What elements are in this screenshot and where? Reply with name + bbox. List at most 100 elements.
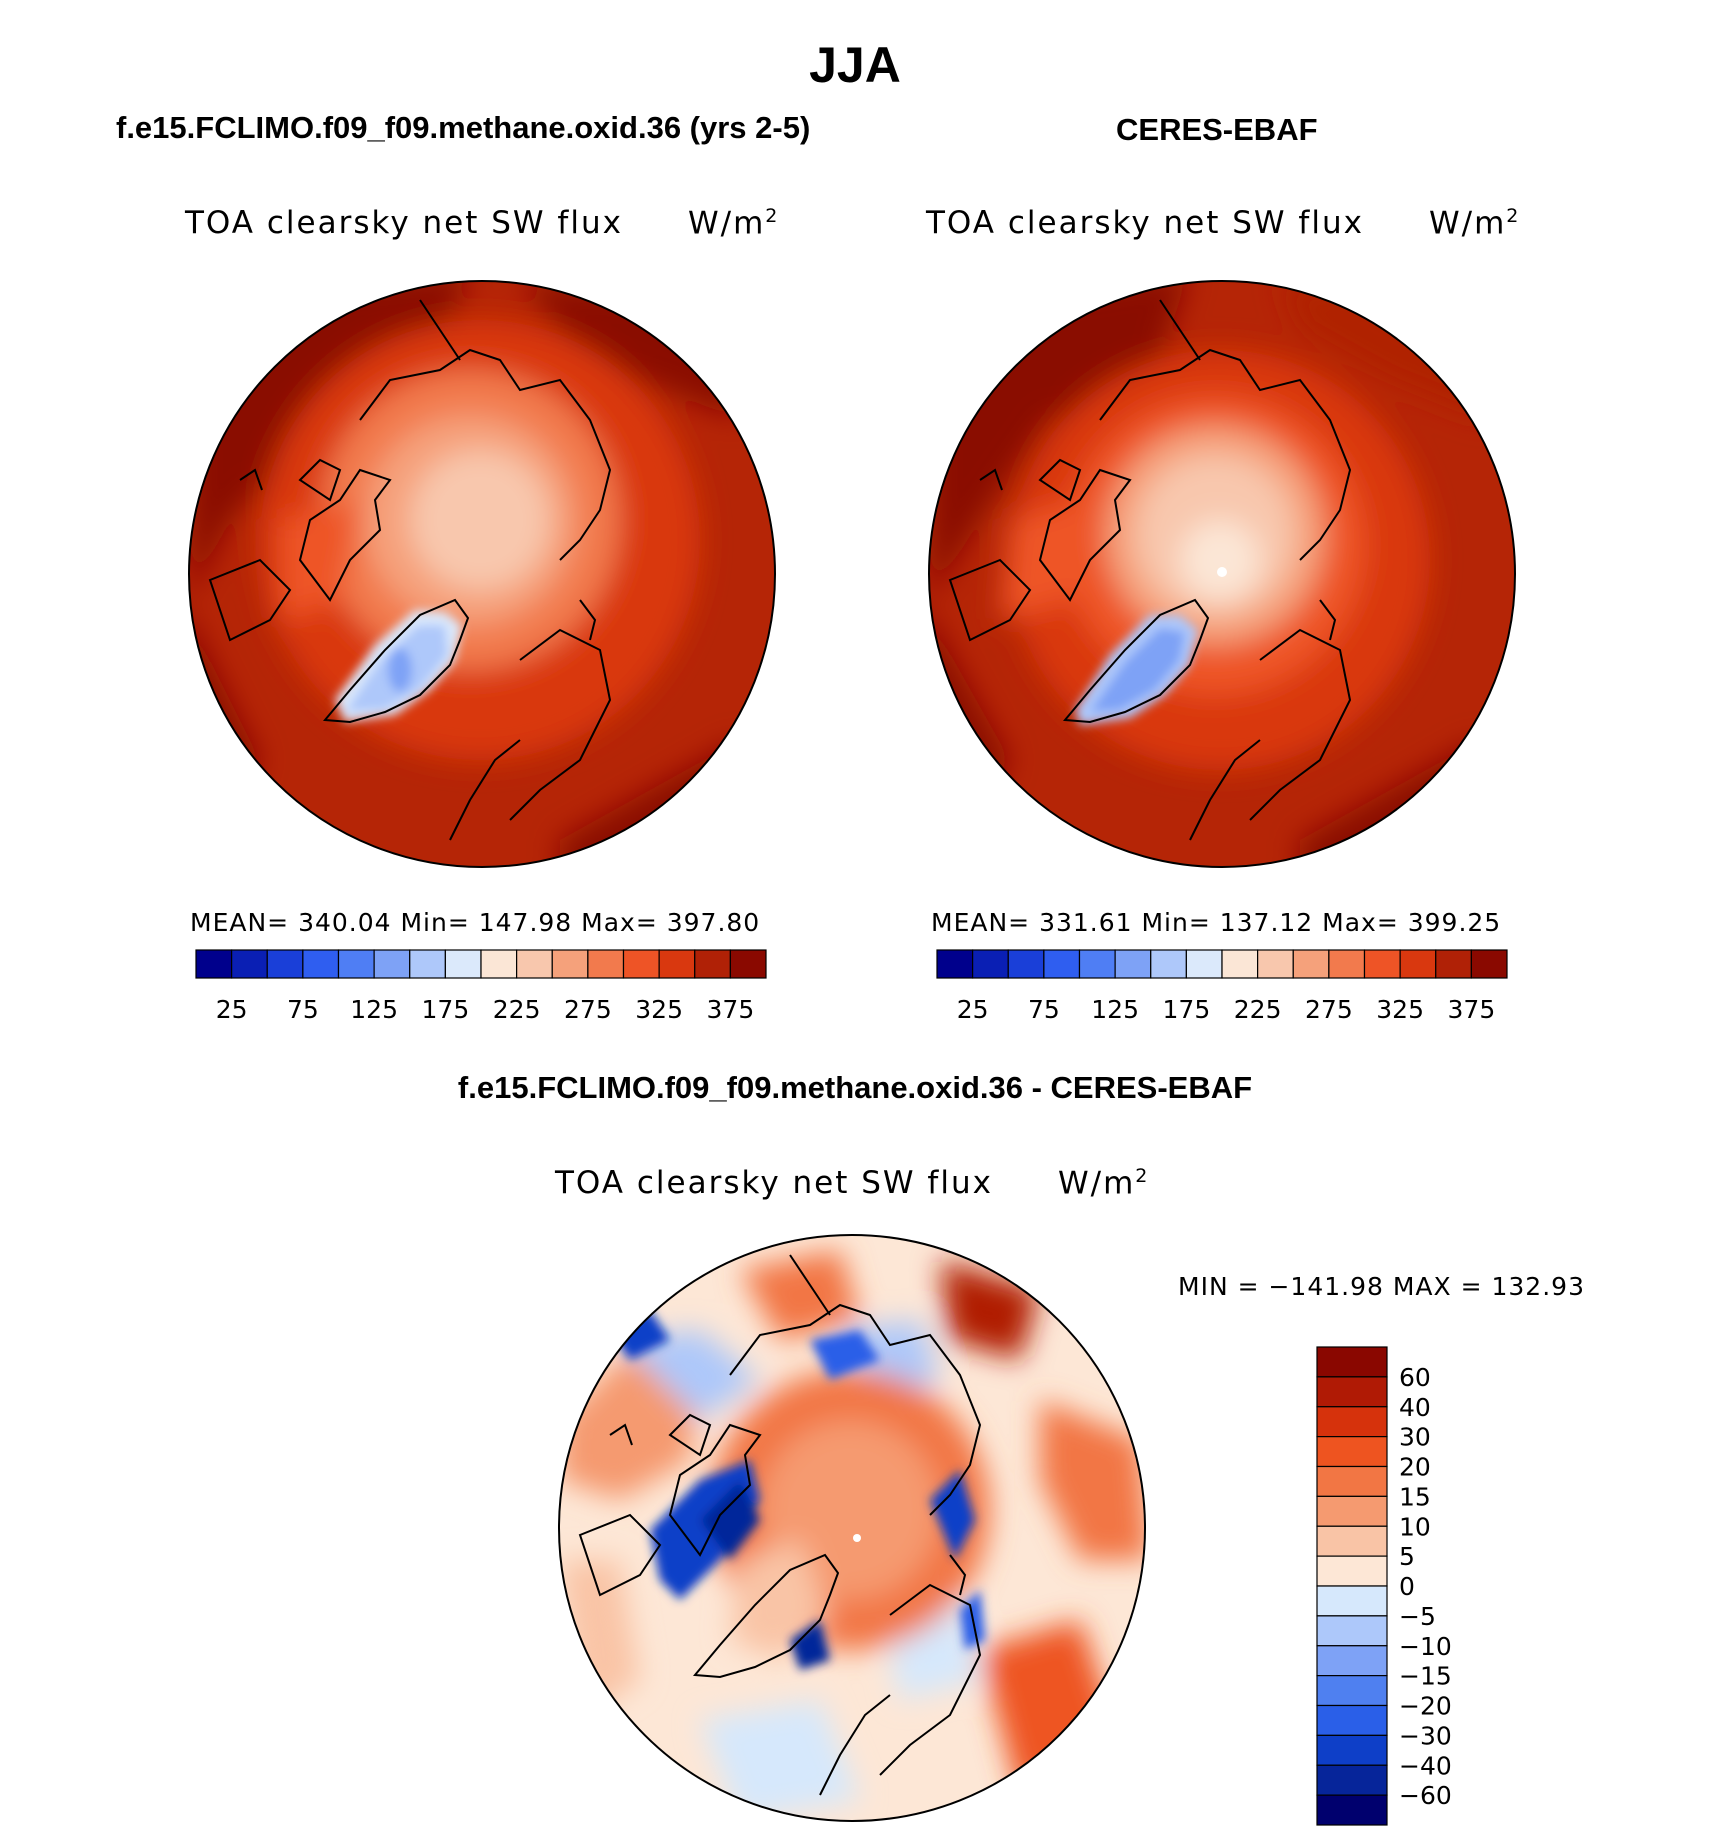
map-1-model [189, 281, 775, 867]
colorbar-1-swatch [444, 949, 482, 979]
colorbar-3-swatch [1316, 1794, 1388, 1826]
colorbar-2-swatch [1292, 949, 1330, 979]
colorbar-3-swatch [1316, 1495, 1388, 1527]
panel-2-units-label: W/m2 [1429, 205, 1521, 242]
colorbar-3-swatch [1316, 1555, 1388, 1587]
colorbar-3-tick-label: 0 [1399, 1572, 1415, 1601]
figure-title: JJA [809, 37, 901, 93]
colorbar-2-swatch [1470, 949, 1508, 979]
panel-3-stats: MIN = −141.98 MAX = 132.93 [1178, 1272, 1585, 1301]
colorbar-1-swatch [694, 949, 731, 979]
map-3-difference [559, 1235, 1145, 1821]
colorbar-1-tick-label: 175 [422, 995, 470, 1024]
colorbar-2-tick-label: 275 [1305, 995, 1353, 1024]
colorbar-3-swatch [1316, 1615, 1388, 1647]
colorbar-3-tick-label: 15 [1399, 1482, 1431, 1511]
colorbar-2-swatch [1043, 949, 1081, 979]
map-2-coastlines [948, 299, 1352, 841]
map-1-boundary [188, 280, 776, 868]
colorbar-3-tick-label: −40 [1399, 1751, 1452, 1780]
colorbar-1-swatch [480, 949, 518, 979]
map-3-boundary [558, 1234, 1146, 1822]
colorbar-2-swatch [1007, 949, 1045, 979]
diff-title: f.e15.FCLIMO.f09_f09.methane.oxid.36 - C… [457, 1070, 1253, 1105]
colorbar-3-tick-label: −30 [1399, 1721, 1452, 1750]
colorbar-1-tick-label: 125 [350, 995, 398, 1024]
colorbar-2-tick-label: 25 [957, 995, 989, 1024]
colorbar-2-swatch [1185, 949, 1223, 979]
colorbar-1-swatch [266, 949, 304, 979]
colorbar-3-swatch [1316, 1465, 1388, 1497]
colorbar-1-swatch [409, 949, 446, 979]
colorbar-1-tick-label: 75 [287, 995, 319, 1024]
colorbar-3-tick-label: 10 [1399, 1512, 1431, 1541]
colorbar-3-swatch [1316, 1704, 1388, 1736]
colorbar-3-swatch [1316, 1734, 1388, 1766]
colorbar-2-swatch [1150, 949, 1187, 979]
colorbar-2-tick-label: 225 [1234, 995, 1282, 1024]
colorbar-3-swatch [1316, 1406, 1388, 1438]
colorbar-3-tick-label: 40 [1399, 1393, 1431, 1422]
colorbar-2-swatch [1435, 949, 1472, 979]
colorbar-3-tick-label: −20 [1399, 1692, 1452, 1721]
colorbar-3-swatch [1316, 1525, 1388, 1557]
panel-2-stats: MEAN= 331.61 Min= 137.12 Max= 399.25 [931, 908, 1502, 937]
map-2-observations [929, 281, 1515, 867]
colorbar-1-swatch [658, 949, 696, 979]
colorbar-3-tick-label: −5 [1399, 1602, 1436, 1631]
colorbar-1-tick-label: 275 [564, 995, 612, 1024]
colorbar-1-tick-label: 25 [216, 995, 248, 1024]
colorbar-3-tick-label: 60 [1399, 1363, 1431, 1392]
colorbar-2-swatch [1399, 949, 1437, 979]
colorbar-1-tick-label: 225 [493, 995, 541, 1024]
colorbar-1-swatch [729, 949, 767, 979]
colorbar-2-swatch [1114, 949, 1152, 979]
panel-1-variable-label: TOA clearsky net SW flux [185, 205, 623, 241]
colorbar-1-swatch [373, 949, 411, 979]
colorbar-2-tick-label: 325 [1376, 995, 1424, 1024]
map-2-boundary [928, 280, 1516, 868]
panel-1-units-label: W/m2 [688, 205, 780, 242]
map-3-coastlines [578, 1254, 982, 1796]
panel-2-variable-label: TOA clearsky net SW flux [926, 205, 1364, 241]
colorbar-3-tick-label: 5 [1399, 1542, 1415, 1571]
colorbar-3-tick-label: 30 [1399, 1423, 1431, 1452]
colorbar-2-tick-label: 175 [1163, 995, 1211, 1024]
map-1-coastlines [208, 299, 612, 841]
colorbar-3-swatch [1316, 1585, 1388, 1617]
colorbar-2-swatch [1328, 949, 1366, 979]
colorbar-2-swatch [1078, 949, 1116, 979]
colorbar-2-swatch [936, 949, 974, 979]
colorbar-2-swatch [972, 949, 1009, 979]
colorbar-3-swatch [1316, 1376, 1388, 1408]
colorbar-1-tick-label: 325 [635, 995, 683, 1024]
colorbar-2-tick-label: 375 [1448, 995, 1496, 1024]
colorbar-3-tick-label: 20 [1399, 1453, 1431, 1482]
colorbar-3-tick-label: −60 [1399, 1781, 1452, 1810]
colorbar-1-tick-label: 375 [707, 995, 755, 1024]
colorbar-1-swatch [337, 949, 375, 979]
colorbar-3-swatch [1316, 1346, 1388, 1378]
panel-2-case-title: CERES-EBAF [1116, 112, 1318, 147]
colorbar-1-swatch [516, 949, 553, 979]
panel-3-variable-label: TOA clearsky net SW flux [555, 1165, 993, 1201]
colorbar-3-swatch [1316, 1436, 1388, 1468]
panel-1-stats: MEAN= 340.04 Min= 147.98 Max= 397.80 [190, 908, 761, 937]
panel-1-case-title: f.e15.FCLIMO.f09_f09.methane.oxid.36 (yr… [116, 110, 811, 145]
colorbar-1-swatch [302, 949, 340, 979]
colorbar-2-tick-label: 75 [1028, 995, 1060, 1024]
colorbar-3-swatch [1316, 1645, 1388, 1677]
colorbar-3-swatch [1316, 1764, 1388, 1796]
colorbar-1: 25 75 125 175 225 275 325 375 [195, 949, 767, 1024]
colorbar-2-swatch [1221, 949, 1259, 979]
colorbar-2-swatch [1257, 949, 1294, 979]
panel-3-units-label: W/m2 [1058, 1165, 1150, 1202]
colorbar-1-swatch [551, 949, 589, 979]
colorbar-2: 25 75 125 175 225 275 325 375 [936, 949, 1508, 1024]
colorbar-1-swatch [587, 949, 625, 979]
colorbar-3-tick-label: −15 [1399, 1662, 1452, 1691]
colorbar-3-swatch [1316, 1675, 1388, 1707]
colorbar-2-tick-label: 125 [1091, 995, 1139, 1024]
